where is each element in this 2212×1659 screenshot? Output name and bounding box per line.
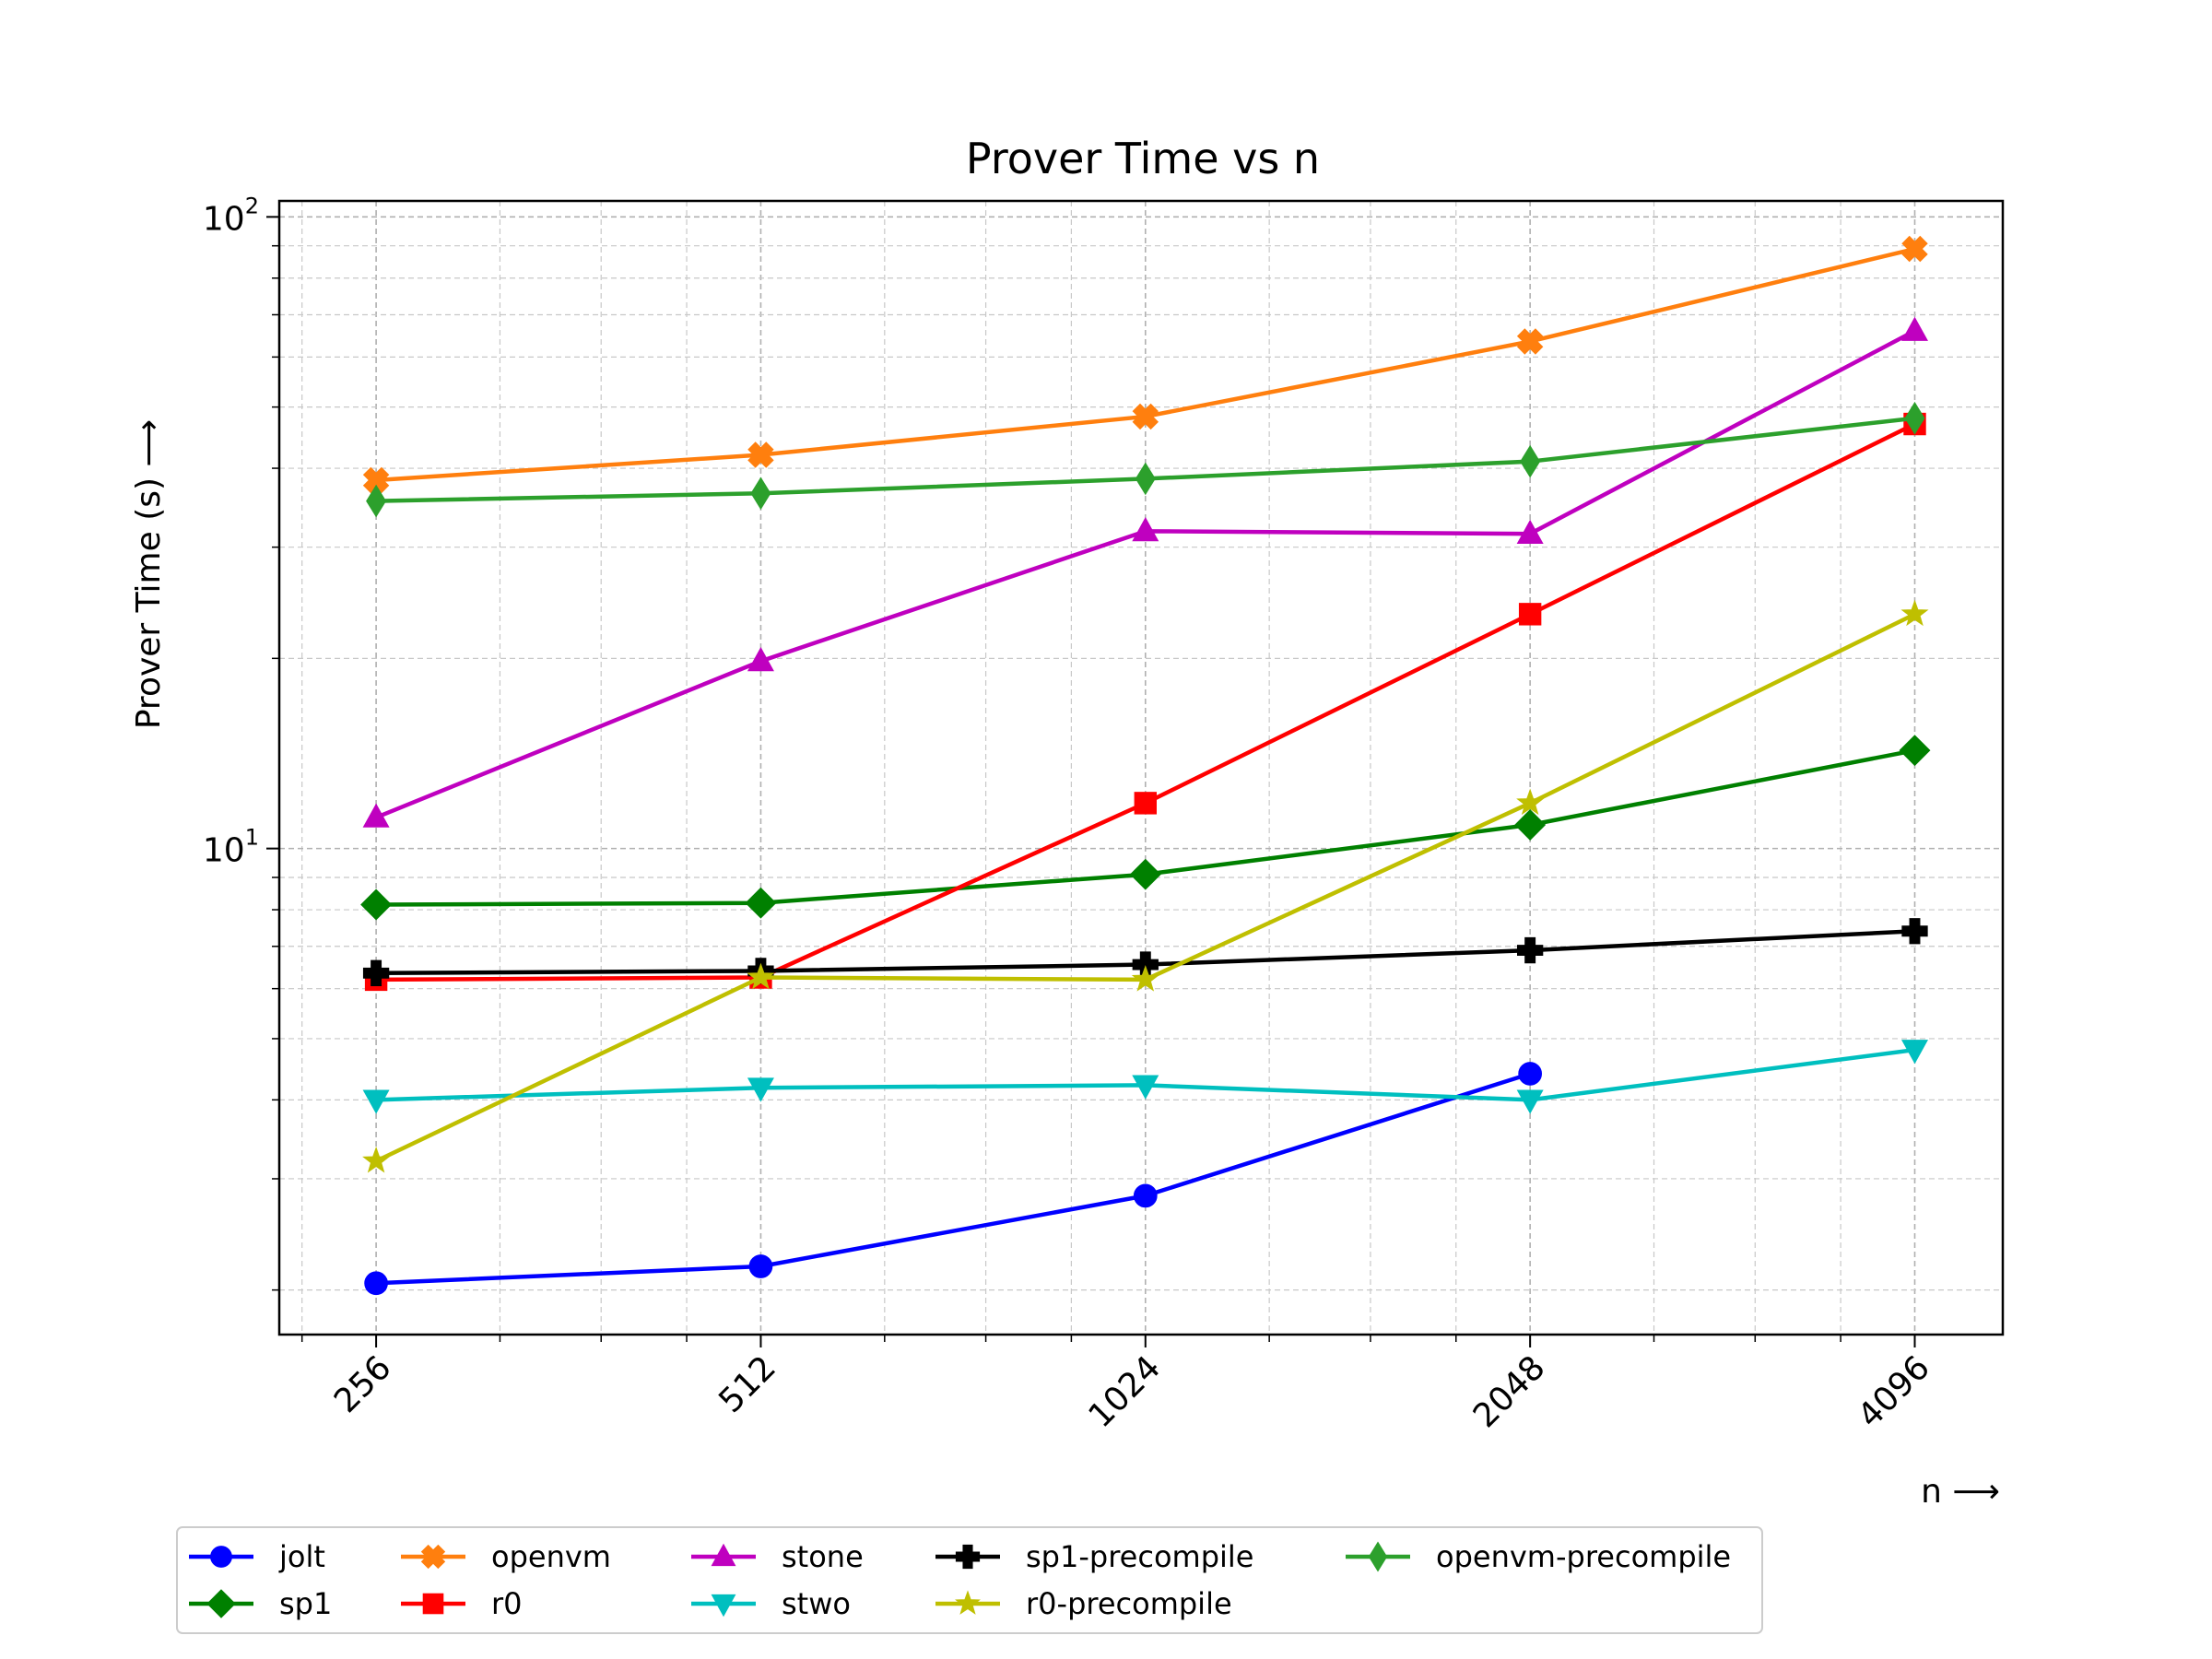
legend-item-stwo: stwo — [691, 1586, 851, 1621]
data-point-stone — [362, 803, 390, 828]
series-openvm-precompile — [366, 401, 1925, 518]
data-point-openvm — [1132, 403, 1159, 430]
data-point-sp1 — [1129, 858, 1161, 890]
data-point-r0 — [1518, 603, 1542, 626]
legend-label: sp1 — [279, 1586, 332, 1621]
data-point-openvm-precompile — [1904, 401, 1925, 435]
legend-marker — [955, 1544, 981, 1570]
data-point-r0-precompile — [1516, 788, 1545, 816]
legend-marker — [955, 1590, 981, 1615]
data-point-r0-precompile — [1900, 599, 1929, 627]
data-point-r0-precompile — [747, 962, 775, 990]
data-point-stone — [747, 646, 774, 672]
data-point-sp1 — [1514, 809, 1547, 841]
plot-frame — [277, 199, 2005, 1336]
legend-item-r0: r0 — [401, 1586, 523, 1621]
data-point-sp1-precompile — [362, 959, 390, 986]
data-point-jolt — [748, 1254, 773, 1278]
data-point-sp1-precompile — [1516, 936, 1544, 964]
legend-box — [176, 1526, 1763, 1634]
series-stwo — [362, 1040, 1928, 1114]
data-point-stwo — [1901, 1040, 1928, 1065]
legend-item-r0-precompile: r0-precompile — [935, 1586, 1232, 1621]
data-point-openvm-precompile — [750, 477, 771, 511]
data-point-stwo — [747, 1077, 774, 1102]
series-openvm — [362, 235, 1928, 494]
y-axis-label: Prover Time (s) ⟶ — [130, 419, 168, 729]
data-point-stwo — [362, 1089, 390, 1114]
data-point-sp1 — [360, 888, 393, 921]
legend-label: r0-precompile — [1026, 1586, 1232, 1621]
legend-item-jolt: jolt — [189, 1539, 325, 1574]
legend-label: stwo — [782, 1586, 851, 1621]
series-r0-precompile — [362, 599, 1929, 1173]
legend-item-stone: stone — [691, 1539, 864, 1574]
legend-item-openvm-precompile: openvm-precompile — [1346, 1539, 1731, 1574]
data-point-jolt — [1133, 1183, 1158, 1208]
legend-item-sp1-precompile: sp1-precompile — [935, 1539, 1253, 1574]
data-point-openvm — [362, 466, 390, 494]
grid — [279, 201, 2003, 1335]
legend-label: sp1-precompile — [1026, 1539, 1253, 1574]
series-jolt — [364, 1062, 1542, 1296]
data-point-openvm — [1516, 328, 1544, 355]
legend-label: stone — [782, 1539, 864, 1574]
data-point-openvm — [1901, 235, 1928, 263]
legend-marker — [711, 1594, 736, 1618]
data-point-stwo — [1132, 1075, 1159, 1100]
legend-label: openvm-precompile — [1436, 1539, 1731, 1574]
legend-label: openvm — [491, 1539, 611, 1574]
data-point-sp1 — [745, 887, 777, 919]
data-point-stone — [1132, 516, 1159, 542]
legend-label: r0 — [491, 1586, 523, 1621]
data-point-openvm-precompile — [1520, 444, 1541, 478]
legend-marker — [711, 1543, 736, 1567]
data-point-stone — [1516, 519, 1544, 545]
legend: jolt sp1 openvm r0 stone stwo sp1-precompile r0… — [176, 1526, 1763, 1634]
data-point-openvm-precompile — [366, 484, 387, 518]
legend-marker — [210, 1546, 232, 1568]
data-point-r0-precompile — [1131, 965, 1159, 992]
legend-item-openvm: openvm — [401, 1539, 611, 1574]
data-point-sp1 — [1899, 735, 1931, 767]
series-line-jolt — [375, 1071, 1531, 1286]
data-point-r0-precompile — [362, 1146, 391, 1173]
legend-marker — [1368, 1541, 1388, 1572]
legend-label: jolt — [278, 1539, 325, 1574]
legend-marker — [422, 1593, 444, 1615]
data-point-sp1-precompile — [1901, 918, 1928, 945]
data-point-openvm-precompile — [1135, 462, 1156, 496]
x-axis-label: n ⟶ — [1921, 1473, 2000, 1511]
data-point-stwo — [1516, 1089, 1544, 1114]
series-layer — [360, 235, 1931, 1296]
data-point-r0 — [1134, 792, 1157, 815]
data-point-jolt — [364, 1271, 388, 1296]
legend-item-sp1: sp1 — [189, 1586, 332, 1621]
data-point-jolt — [1518, 1062, 1542, 1086]
y-tick-label: 102 — [203, 193, 259, 238]
data-point-stone — [1901, 316, 1928, 341]
series-stone — [362, 316, 1928, 828]
data-point-openvm — [747, 441, 774, 468]
y-tick-label: 101 — [203, 825, 259, 870]
chart-title: Prover Time vs n — [966, 134, 1320, 183]
legend-marker — [420, 1544, 446, 1570]
series-sp1 — [360, 735, 1931, 921]
legend-marker — [206, 1589, 236, 1618]
